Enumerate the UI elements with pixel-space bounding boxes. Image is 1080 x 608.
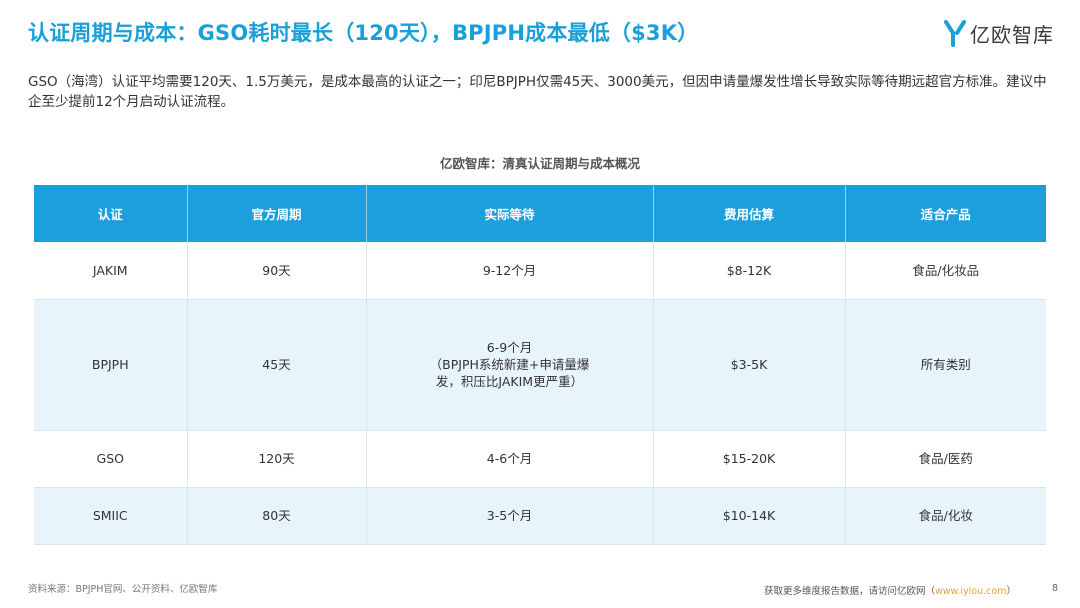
table-cell: 80天 <box>187 487 367 545</box>
column-header-official-period: 官方周期 <box>187 185 367 242</box>
table-cell: 120天 <box>187 430 367 488</box>
table-cell: $15-20K <box>653 430 846 488</box>
table-cell: JAKIM <box>34 242 188 300</box>
table-caption: 亿欧智库：清真认证周期与成本概况 <box>439 156 640 171</box>
column-header-actual-wait: 实际等待 <box>366 185 654 242</box>
table-cell: 4-6个月 <box>366 430 654 488</box>
column-header-suitable-products: 适合产品 <box>845 185 1046 242</box>
footer-link-open: （ <box>925 586 935 597</box>
logo-text: 亿欧智库 <box>970 22 1054 47</box>
table-header-row: 认证 官方周期 实际等待 费用估算 适合产品 <box>34 185 1046 242</box>
table-cell: BPJPH <box>34 299 188 431</box>
column-header-certification: 认证 <box>34 185 188 242</box>
table-row: GSO 120天 4-6个月 $15-20K 食品/医药 <box>34 430 1046 488</box>
footer-link-close: ） <box>1006 586 1016 597</box>
table-row: SMIIC 80天 3-5个月 $10-14K 食品/化妆 <box>34 487 1046 545</box>
table-cell: 食品/化妆 <box>845 487 1046 545</box>
table-cell-value: 6-9个月 <box>486 340 533 355</box>
table-cell: 所有类别 <box>845 299 1046 431</box>
website-link[interactable]: www.iyiou.com <box>934 586 1007 597</box>
certification-table: 认证 官方周期 实际等待 费用估算 适合产品 JAKIM 90天 9-12个月 … <box>34 185 1046 545</box>
footer-more-info: 获取更多维度报告数据，请访问亿欧网（www.iyiou.com） <box>764 583 1016 597</box>
table-cell: 食品/化妆品 <box>845 242 1046 300</box>
table-cell: $3-5K <box>653 299 846 431</box>
table-row: JAKIM 90天 9-12个月 $8-12K 食品/化妆品 <box>34 242 1046 300</box>
yiou-logo-icon <box>944 19 966 47</box>
table-cell: 食品/医药 <box>845 430 1046 488</box>
logo: 亿欧智库 <box>944 16 1054 50</box>
source-note: 资料来源：BPJPH官网、公开资料、亿欧智库 <box>28 584 218 595</box>
table-cell: 3-5个月 <box>366 487 654 545</box>
table-cell: $8-12K <box>653 242 846 300</box>
table-cell: $10-14K <box>653 487 846 545</box>
table-cell: 6-9个月 （BPJPH系统新建+申请量爆发，积压比JAKIM更严重） <box>366 299 654 431</box>
intro-paragraph: GSO（海湾）认证平均需要120天、1.5万美元，是成本最高的认证之一；印尼BP… <box>28 74 1047 110</box>
page-number: 8 <box>1052 583 1059 594</box>
footer-more-text: 获取更多维度报告数据，请访问亿欧网 <box>763 586 926 597</box>
table-cell-note: （BPJPH系统新建+申请量爆发，积压比JAKIM更严重） <box>429 357 590 389</box>
table-cell: SMIIC <box>34 487 188 545</box>
page-title: 认证周期与成本：GSO耗时最长（120天），BPJPH成本最低（$3K） <box>28 21 699 45</box>
table-row: BPJPH 45天 6-9个月 （BPJPH系统新建+申请量爆发，积压比JAKI… <box>34 299 1046 431</box>
table-cell: 90天 <box>187 242 367 300</box>
table-cell: GSO <box>34 430 188 488</box>
table-cell: 9-12个月 <box>366 242 654 300</box>
table-cell: 45天 <box>187 299 367 431</box>
column-header-cost-estimate: 费用估算 <box>653 185 846 242</box>
